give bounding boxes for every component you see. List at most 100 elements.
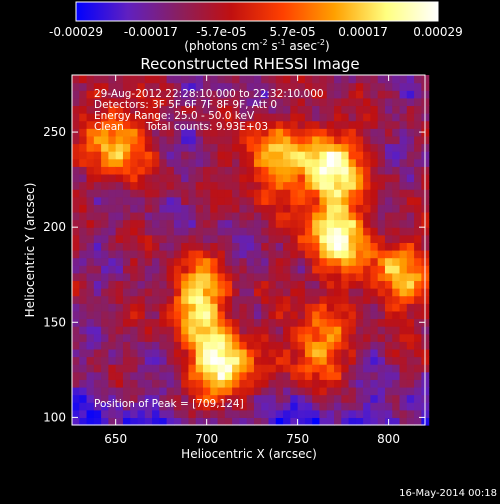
colorbar-ticks: -0.00029 -0.00017 -5.7e-05 5.7e-05 0.00017 0.…	[49, 25, 463, 39]
heatmap-cell	[290, 364, 299, 373]
heatmap-cell	[173, 394, 182, 403]
heatmap-cell	[290, 181, 299, 190]
heatmap-cell	[239, 90, 248, 99]
heatmap-cell	[297, 128, 306, 137]
heatmap-cell	[253, 189, 262, 198]
heatmap-cell	[224, 181, 233, 190]
heatmap-cell	[79, 272, 88, 282]
heatmap-cell	[108, 227, 117, 236]
heatmap-cell	[392, 341, 401, 350]
heatmap-cell	[195, 386, 204, 396]
heatmap-cell	[108, 356, 117, 365]
heatmap-cell	[181, 257, 190, 266]
heatmap-cell	[101, 105, 109, 114]
heatmap-cell	[275, 90, 284, 99]
heatmap-cell	[159, 143, 168, 152]
heatmap-cell	[290, 113, 299, 122]
heatmap-cell	[101, 75, 109, 84]
heatmap-cell	[137, 158, 146, 167]
heatmap-cell	[246, 272, 255, 282]
heatmap-cell	[348, 333, 357, 342]
heatmap-cell	[406, 265, 415, 274]
heatmap-cell	[304, 371, 313, 380]
heatmap-cell	[246, 409, 255, 418]
heatmap-cell	[268, 166, 277, 175]
heatmap-cell	[377, 371, 386, 380]
heatmap-cell	[210, 326, 219, 335]
heatmap-cell	[334, 227, 342, 236]
heatmap-cell	[93, 219, 102, 228]
heatmap-cell	[341, 181, 350, 190]
heatmap-cell	[261, 288, 270, 297]
heatmap-cell	[348, 394, 357, 403]
heatmap-cell	[355, 356, 364, 365]
heatmap-cell	[93, 326, 102, 335]
heatmap-cell	[239, 326, 248, 335]
heatmap-cell	[137, 326, 146, 335]
heatmap-cell	[181, 364, 190, 373]
heatmap-cell	[195, 113, 204, 122]
heatmap-cell	[392, 90, 401, 99]
heatmap-cell	[268, 326, 277, 335]
heatmap-cell	[304, 364, 313, 373]
heatmap-cell	[173, 97, 182, 107]
heatmap-cell	[72, 417, 80, 426]
heatmap-cell	[341, 379, 350, 388]
heatmap-cell	[341, 356, 350, 365]
heatmap-cell	[108, 75, 117, 84]
heatmap-cell	[319, 394, 328, 403]
heatmap-cell	[312, 173, 321, 183]
heatmap-cell	[195, 181, 204, 190]
heatmap-cell	[232, 265, 240, 274]
heatmap-cell	[210, 166, 219, 175]
heatmap-cell	[399, 348, 408, 358]
heatmap-cell	[173, 265, 182, 274]
heatmap-cell	[195, 166, 204, 175]
annotation-energy-range: Energy Range: 25.0 - 50.0 keV	[94, 110, 255, 122]
heatmap-cell	[348, 272, 357, 282]
heatmap-cell	[406, 219, 415, 228]
heatmap-cell	[166, 234, 175, 243]
heatmap-cell	[290, 227, 299, 236]
heatmap-cell	[348, 318, 357, 327]
heatmap-cell	[334, 417, 342, 426]
heatmap-cell	[414, 120, 422, 129]
heatmap-cell	[217, 394, 226, 403]
heatmap-cell	[326, 189, 335, 198]
heatmap-cell	[181, 272, 190, 282]
heatmap-cell	[108, 341, 117, 350]
heatmap-cell	[363, 219, 372, 228]
heatmap-cell	[370, 402, 379, 411]
heatmap-cell	[377, 310, 386, 320]
heatmap-cell	[122, 257, 131, 266]
heatmap-cell	[392, 113, 401, 122]
heatmap-cell	[363, 348, 372, 358]
heatmap-cell	[363, 417, 372, 426]
heatmap-cell	[275, 151, 284, 160]
heatmap-cell	[355, 250, 364, 259]
heatmap-cell	[355, 189, 364, 198]
heatmap-cell	[195, 143, 204, 152]
heatmap-cell	[319, 303, 328, 312]
heatmap-cell	[312, 310, 321, 320]
heatmap-cell	[210, 219, 219, 228]
heatmap-cell	[253, 75, 262, 84]
heatmap-cell	[130, 326, 139, 335]
heatmap-cell	[283, 341, 291, 350]
heatmap-cell	[130, 250, 139, 259]
heatmap-cell	[304, 402, 313, 411]
heatmap-cell	[101, 386, 109, 396]
heatmap-cell	[283, 135, 291, 145]
heatmap-cell	[188, 303, 197, 312]
heatmap-cell	[363, 257, 372, 266]
heatmap-cell	[122, 196, 131, 205]
heatmap-cell	[93, 409, 102, 418]
heatmap-cell	[348, 364, 357, 373]
heatmap-cell	[355, 242, 364, 251]
heatmap-cell	[239, 75, 248, 84]
heatmap-cell	[173, 128, 182, 137]
heatmap-cell	[72, 75, 80, 84]
heatmap-cell	[239, 341, 248, 350]
heatmap-cell	[93, 90, 102, 99]
heatmap-cell	[253, 326, 262, 335]
